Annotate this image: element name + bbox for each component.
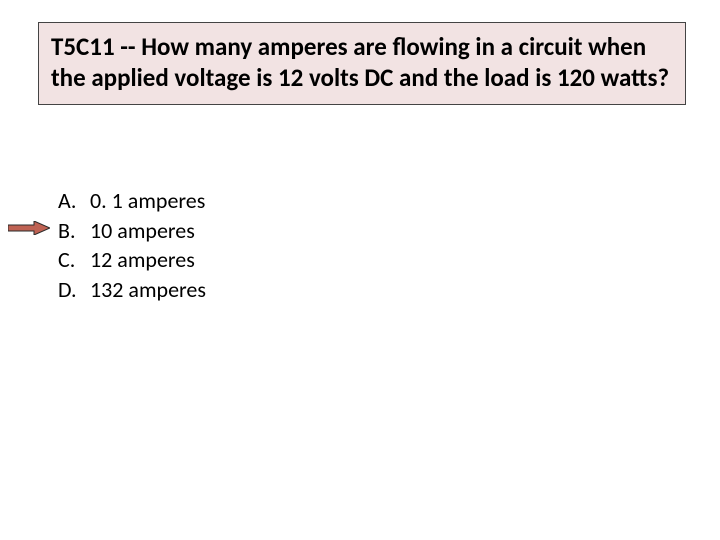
correct-answer-arrow-icon bbox=[8, 221, 50, 235]
answer-row: A. 0. 1 amperes bbox=[58, 186, 206, 216]
answer-text: 10 amperes bbox=[90, 216, 195, 246]
answer-letter: C. bbox=[58, 245, 90, 275]
answer-row: C. 12 amperes bbox=[58, 245, 206, 275]
question-box: T5C11 -- How many amperes are flowing in… bbox=[38, 22, 686, 105]
answer-row: D. 132 amperes bbox=[58, 275, 206, 305]
answer-row: B. 10 amperes bbox=[58, 216, 206, 246]
answer-letter: D. bbox=[58, 275, 90, 305]
answer-letter: A. bbox=[58, 186, 90, 216]
answer-text: 0. 1 amperes bbox=[90, 186, 205, 216]
answer-text: 12 amperes bbox=[90, 245, 195, 275]
answer-text: 132 amperes bbox=[90, 275, 206, 305]
question-text: T5C11 -- How many amperes are flowing in… bbox=[51, 31, 673, 94]
answer-list: A. 0. 1 amperes B. 10 amperes C. 12 ampe… bbox=[58, 186, 206, 305]
answer-letter: B. bbox=[58, 216, 90, 246]
